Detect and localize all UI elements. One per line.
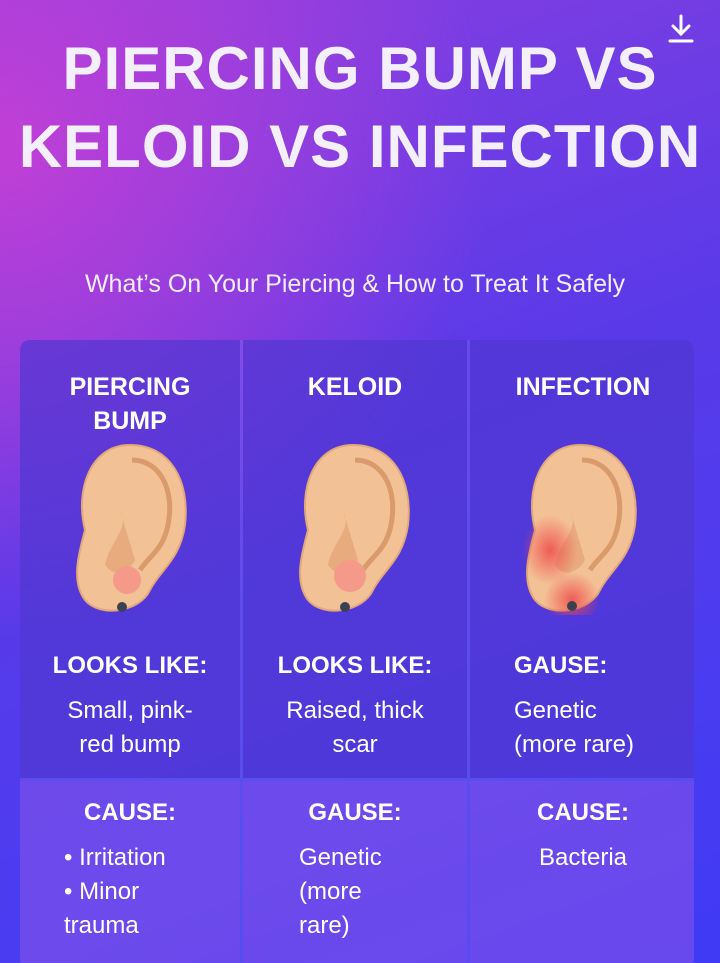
looks-like-label: LOOKS LIKE: [277,652,433,679]
looks-like-text: Small, pink-red bump [67,697,193,758]
download-icon[interactable] [664,12,698,46]
column-piercing-bump: PIERCING BUMP LOOKS LIKE: Small, pink-re… [20,340,240,963]
cause-label: GAUSE: [308,799,402,826]
looks-like-label: LOOKS LIKE: [52,652,208,679]
page-title: PIERCING BUMP VS KELOID VS INFECTION [18,35,702,180]
column-heading: INFECTION [515,373,651,401]
column-infection: INFECTION GAUSE: Genetic (more rare) CAU… [470,340,694,963]
looks-like-text: Raised, thick scar [286,697,424,758]
column-heading: PIERCING BUMP [69,373,191,435]
looks-like-label: GAUSE: [514,652,608,679]
cause-label: CAUSE: [83,799,176,826]
cause-text: Genetic (more rare) [299,844,382,939]
cause-item: Irritation [64,841,240,875]
cause-item: Minor trauma [64,875,184,943]
ear-keloid-illustration [299,443,410,612]
comparison-table: PIERCING BUMP LOOKS LIKE: Small, pink-re… [20,340,694,963]
looks-like-text: Genetic (more rare) [514,697,635,758]
cause-text: Bacteria [538,844,628,871]
column-keloid: KELOID LOOKS LIKE: Raised, thick scar GA… [243,340,467,963]
ear-infection-illustration [522,443,637,615]
column-heading: KELOID [307,373,403,401]
subtitle: What’s On Your Piercing & How to Treat I… [84,270,626,298]
cause-label: CAUSE: [536,799,629,826]
ear-bump-illustration [76,443,187,612]
